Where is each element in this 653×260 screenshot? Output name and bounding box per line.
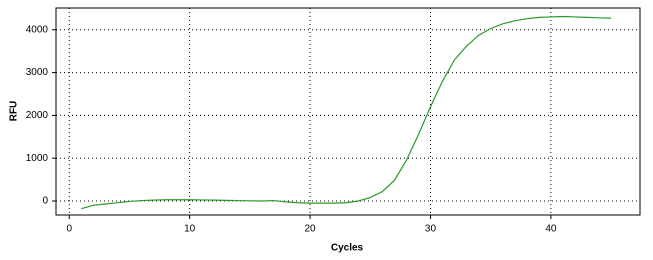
y-tick-label: 1000 [26, 153, 49, 164]
x-axis-label: Cycles [331, 243, 364, 254]
y-axis-label: RFU [9, 101, 20, 122]
y-tick-label: 3000 [26, 67, 49, 78]
x-tick-label: 40 [545, 224, 557, 235]
x-tick-label: 20 [305, 224, 317, 235]
x-tick-label: 10 [184, 224, 196, 235]
y-tick-label: 2000 [26, 110, 49, 121]
data-line [81, 15, 612, 210]
y-tick-label: 4000 [26, 24, 49, 35]
x-tick-label: 30 [425, 224, 437, 235]
x-tick-label: 0 [66, 224, 72, 235]
y-tick-label: 0 [42, 196, 48, 207]
plot-area [55, 7, 641, 216]
